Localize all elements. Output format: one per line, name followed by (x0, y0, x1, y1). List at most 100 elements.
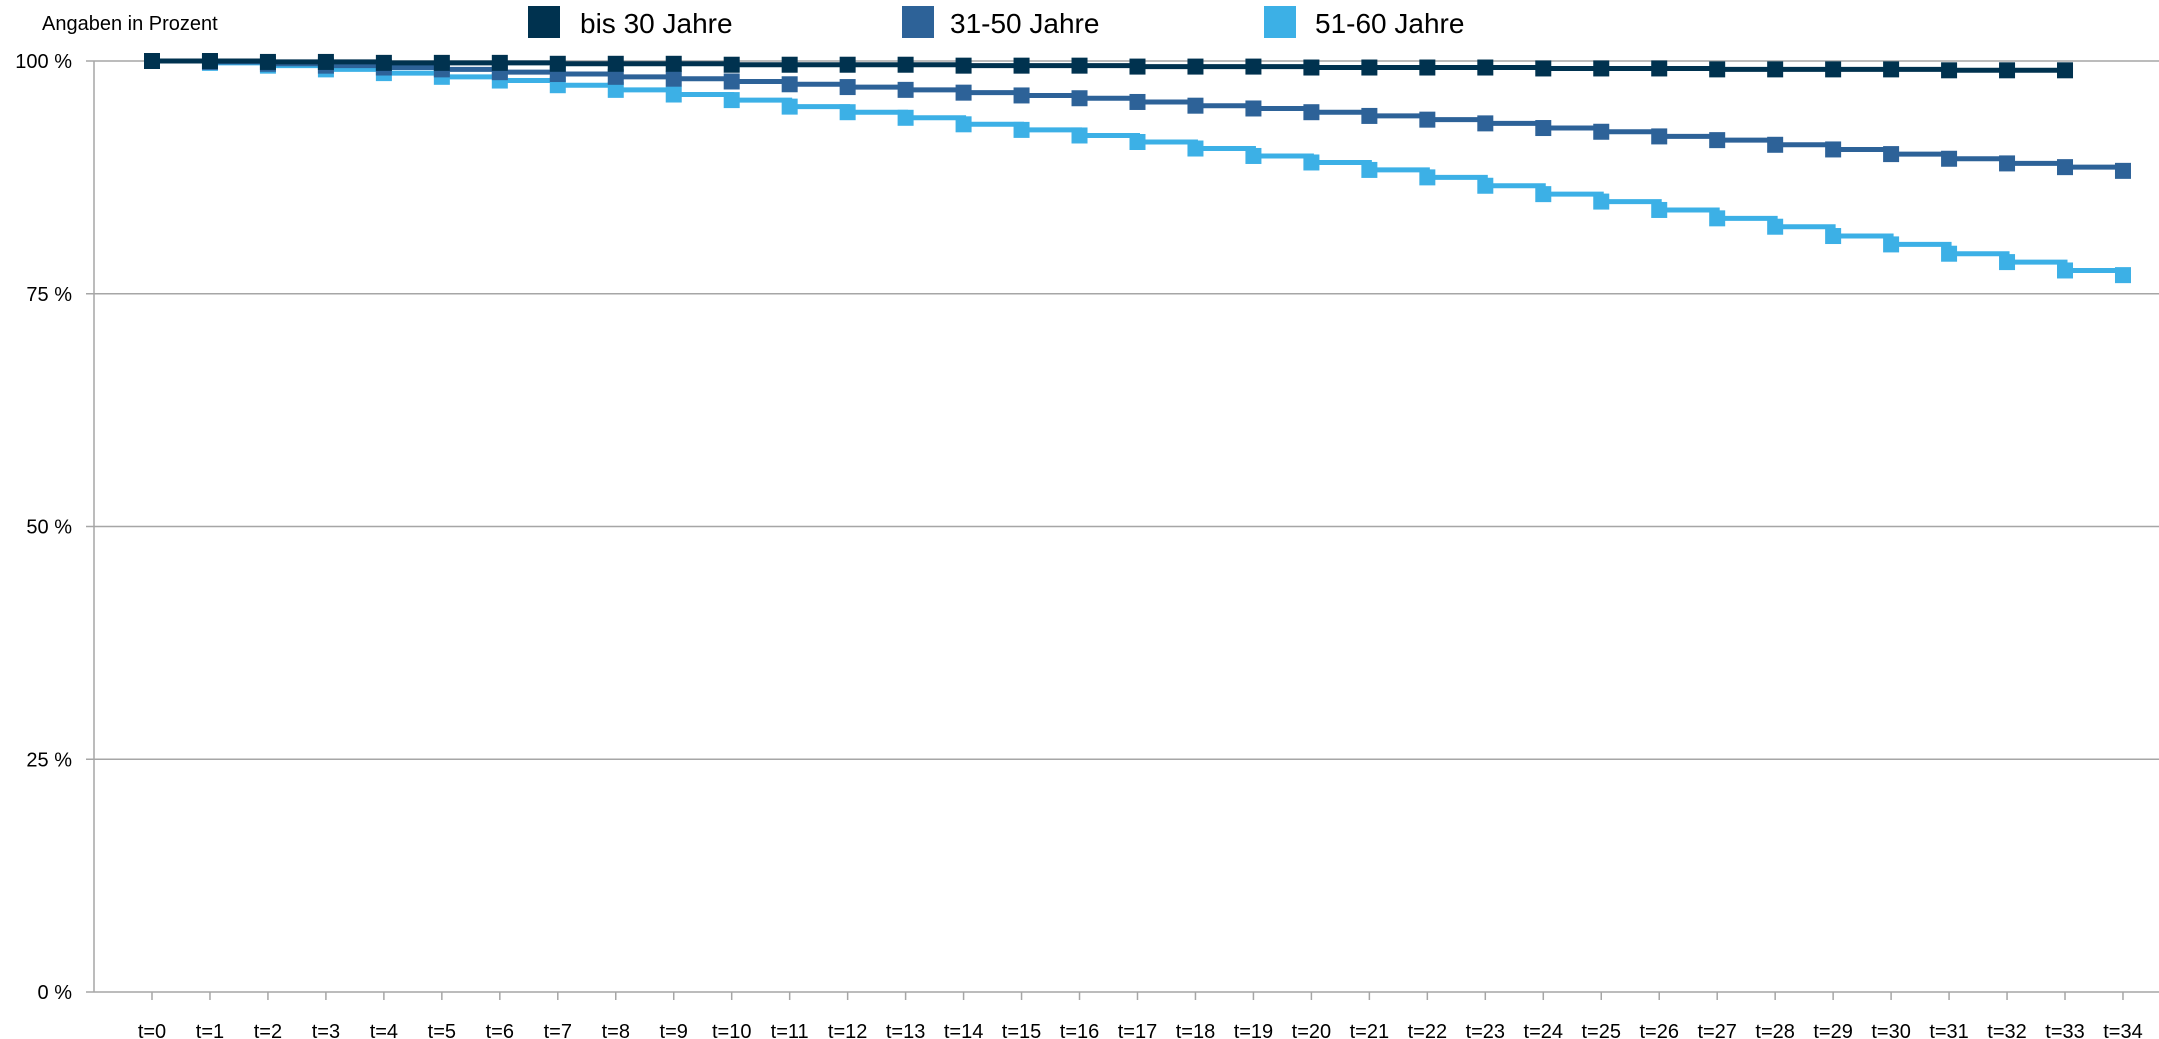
x-tick-label: t=31 (1929, 1021, 1968, 1039)
legend-swatch (902, 6, 934, 38)
data-point-marker (1361, 161, 1378, 178)
data-point-marker (1593, 193, 1610, 210)
data-point-marker (1013, 57, 1030, 74)
data-point-marker (1767, 218, 1784, 235)
data-point-marker (1477, 177, 1494, 194)
data-point-marker (1129, 93, 1146, 110)
data-point-marker (665, 86, 682, 103)
data-point-marker (1535, 120, 1552, 137)
data-point-marker (897, 109, 914, 126)
data-point-marker (1709, 210, 1726, 227)
data-point-marker (897, 81, 914, 98)
data-point-marker (1999, 62, 2016, 79)
legend-label: bis 30 Jahre (580, 8, 733, 39)
data-point-marker (2057, 159, 2074, 176)
data-point-marker (375, 54, 392, 71)
data-point-marker (491, 54, 508, 71)
x-tick-label: t=24 (1524, 1021, 1563, 1039)
data-point-marker (781, 56, 798, 73)
y-tick-label: 0 % (38, 982, 73, 1004)
data-point-marker (1593, 60, 1610, 77)
x-tick-label: t=17 (1118, 1021, 1157, 1039)
series-layer (144, 53, 2131, 284)
data-point-marker (1187, 58, 1204, 75)
data-point-marker (1419, 169, 1436, 186)
data-point-marker (2057, 262, 2074, 279)
axis-layer (86, 60, 2159, 1000)
data-point-marker (1245, 58, 1262, 75)
x-tick-label: t=3 (312, 1021, 340, 1039)
data-point-marker (1303, 104, 1320, 121)
grid-layer (94, 60, 2159, 760)
legend-swatch (528, 6, 560, 38)
data-point-marker (781, 98, 798, 115)
x-tick-label: t=18 (1176, 1021, 1215, 1039)
data-point-marker (2057, 62, 2074, 79)
legend-label: 31-50 Jahre (950, 8, 1099, 39)
x-tick-label: t=21 (1350, 1021, 1389, 1039)
data-point-marker (549, 55, 566, 72)
data-point-marker (1941, 245, 1958, 262)
data-point-marker (433, 54, 450, 71)
data-point-marker (2114, 162, 2131, 179)
x-tick-label: t=13 (886, 1021, 925, 1039)
x-tick-label: t=4 (370, 1021, 398, 1039)
data-point-marker (1361, 107, 1378, 124)
x-tick-label: t=0 (138, 1021, 166, 1039)
data-point-marker (1361, 59, 1378, 76)
x-tick-label: t=23 (1466, 1021, 1505, 1039)
data-point-marker (839, 104, 856, 121)
x-tick-label: t=14 (944, 1021, 983, 1039)
x-tick-label: t=6 (486, 1021, 514, 1039)
x-tick-label: t=15 (1002, 1021, 1041, 1039)
label-layer: Angaben in Prozent 0 % 25 % 50 % 75 % 100 % t… (15, 13, 2142, 1039)
data-point-marker (665, 70, 682, 87)
legend-swatch (1264, 6, 1296, 38)
data-point-marker (1709, 61, 1726, 78)
x-tick-label: t=29 (1813, 1021, 1852, 1039)
data-point-marker (1825, 61, 1842, 78)
data-point-marker (1767, 61, 1784, 78)
x-tick-label: t=2 (254, 1021, 282, 1039)
x-tick-label: t=10 (712, 1021, 751, 1039)
data-point-marker (1825, 141, 1842, 158)
data-point-marker (1419, 59, 1436, 76)
data-point-marker (259, 53, 276, 70)
y-tick-label: 75 % (26, 284, 72, 306)
data-point-marker (1999, 254, 2016, 271)
x-tick-label: t=32 (1987, 1021, 2026, 1039)
data-point-marker (317, 53, 334, 70)
data-point-marker (1651, 201, 1668, 218)
data-point-marker (1419, 111, 1436, 128)
data-point-marker (1651, 128, 1668, 145)
data-point-marker (1709, 132, 1726, 149)
data-point-marker (1941, 150, 1958, 167)
y-tick-label: 50 % (26, 517, 72, 539)
x-tick-label: t=22 (1408, 1021, 1447, 1039)
x-tick-label: t=12 (828, 1021, 867, 1039)
x-tick-label: t=30 (1871, 1021, 1910, 1039)
x-tick-label: t=26 (1639, 1021, 1678, 1039)
data-point-marker (897, 56, 914, 73)
data-point-marker (723, 56, 740, 73)
data-point-marker (1245, 100, 1262, 117)
data-point-marker (1187, 140, 1204, 157)
data-point-marker (1535, 186, 1552, 203)
x-tick-label: t=8 (602, 1021, 630, 1039)
data-point-marker (1825, 228, 1842, 245)
legend-label: 51-60 Jahre (1315, 8, 1464, 39)
y-tick-label: 100 % (15, 51, 72, 73)
x-tick-label: t=5 (428, 1021, 456, 1039)
x-tick-label: t=34 (2103, 1021, 2142, 1039)
x-tick-label: t=25 (1582, 1021, 1621, 1039)
data-point-marker (1129, 133, 1146, 150)
y-axis-title: Angaben in Prozent (42, 13, 218, 35)
data-point-marker (1071, 127, 1088, 144)
x-tick-label: t=9 (660, 1021, 688, 1039)
data-point-marker (1071, 57, 1088, 74)
data-point-marker (839, 79, 856, 96)
data-point-marker (1013, 87, 1030, 104)
x-tick-label: t=7 (544, 1021, 572, 1039)
